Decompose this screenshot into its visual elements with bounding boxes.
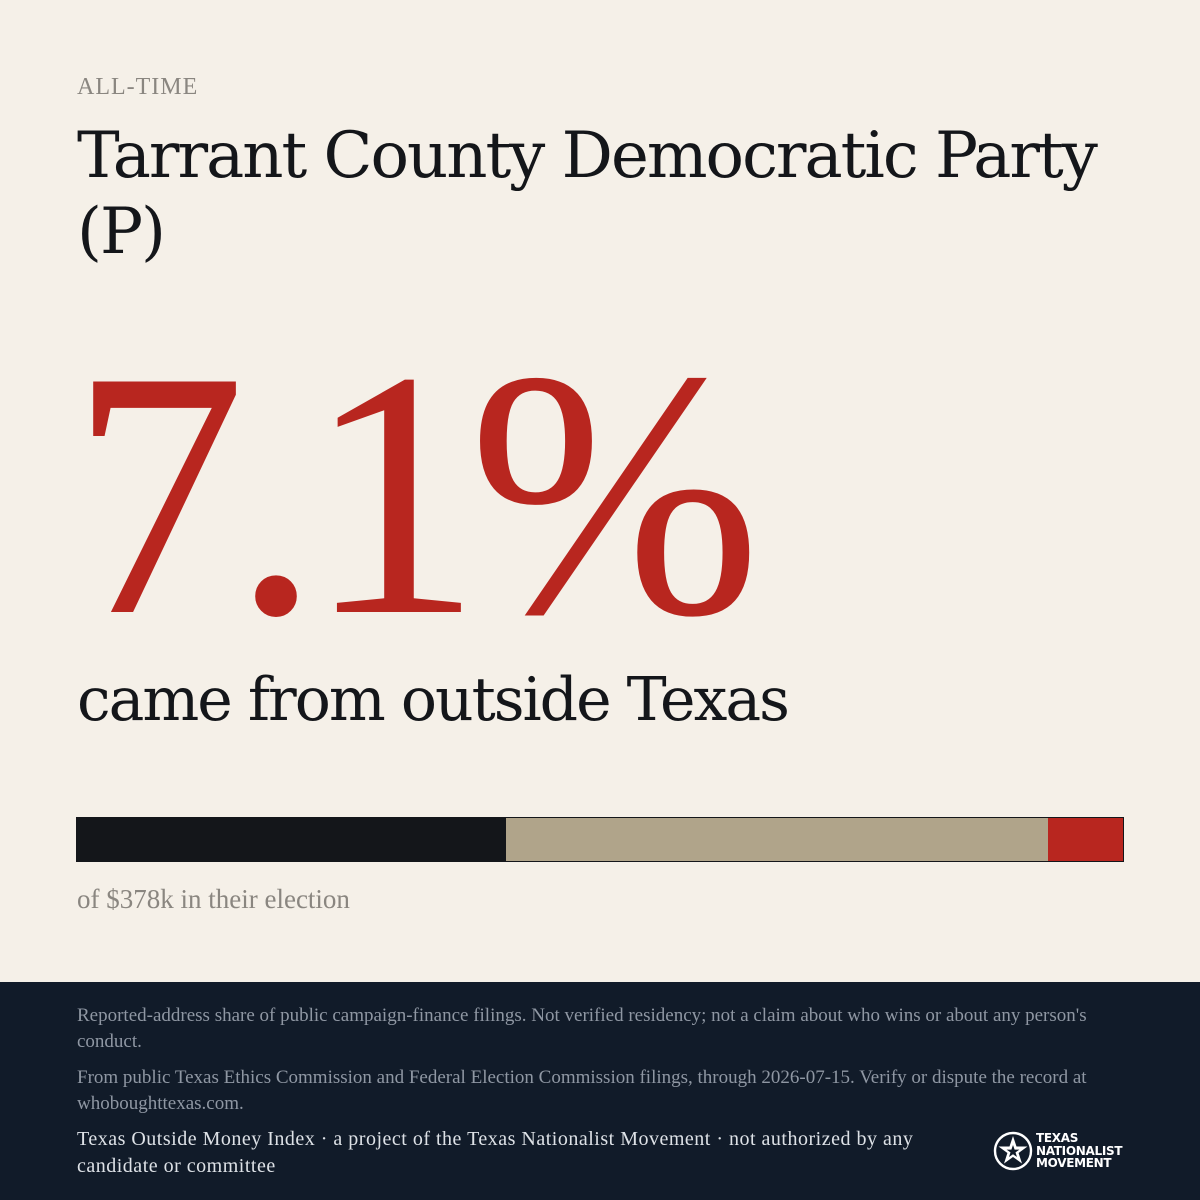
tnm-logo: TEXAS NATIONALIST MOVEMENT: [993, 1131, 1123, 1171]
bar-caption: of $378k in their election: [77, 884, 350, 914]
eyebrow-label: ALL-TIME: [77, 74, 199, 100]
page-title: Tarrant County Democratic Party (P): [77, 119, 1098, 269]
tnm-logo-text: TEXAS NATIONALIST MOVEMENT: [1036, 1131, 1123, 1171]
footer-source: From public Texas Ethics Commission and …: [77, 1067, 1087, 1114]
footer-credit: Texas Outside Money Index · a project of…: [77, 1128, 914, 1177]
headline-percentage: 7.1%: [70, 299, 761, 689]
share-bar: [76, 817, 1124, 862]
share-bar-segment-tan: [505, 818, 1048, 861]
logo-line-1: TEXAS: [1036, 1131, 1079, 1146]
logo-line-2: NATIONALIST: [1036, 1143, 1123, 1158]
footer-disclaimer: Reported-address share of public campaig…: [77, 1005, 1087, 1052]
card-main: ALL-TIME Tarrant County Democratic Party…: [70, 74, 1124, 914]
logo-line-3: MOVEMENT: [1036, 1156, 1112, 1171]
share-bar-segment-dark: [77, 818, 506, 861]
share-bar-segment-red: [1047, 818, 1123, 861]
star-seal-icon: [993, 1131, 1033, 1171]
headline-caption: came from outside Texas: [77, 665, 790, 735]
